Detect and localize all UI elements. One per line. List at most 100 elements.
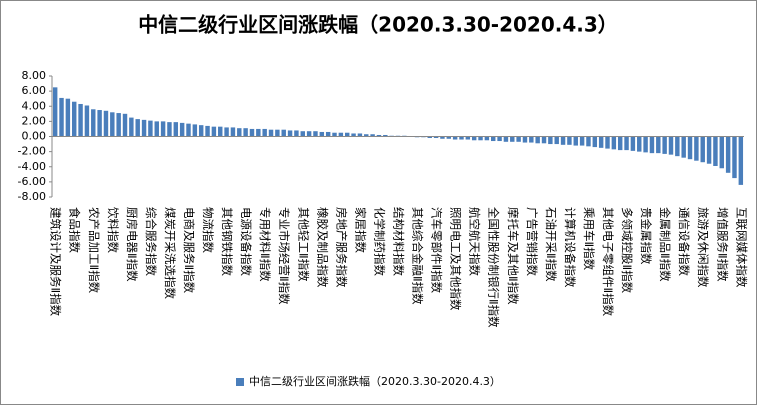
x-tick-label: 石油开采Ⅱ指数 [544, 207, 558, 282]
x-tick-label: 汽车零部件Ⅱ指数 [430, 207, 444, 294]
bar [579, 136, 585, 146]
x-tick-label: 计算机设备指数 [563, 207, 577, 288]
bar [465, 136, 471, 140]
bar [338, 132, 344, 137]
bar [700, 136, 705, 163]
x-tick-label: 旅游及休闲指数 [696, 207, 710, 288]
bar [573, 136, 578, 146]
chart-title: 中信二级行业区间涨跌幅（2020.3.30-2020.4.3） [138, 13, 618, 37]
x-tick-label: 增值服务Ⅱ指数 [715, 207, 729, 282]
bar [122, 113, 128, 137]
bar [548, 136, 553, 145]
x-tick-label: 综合服务指数 [144, 207, 158, 276]
bar [567, 136, 572, 145]
bar [325, 131, 331, 137]
bar [287, 130, 293, 137]
bar [675, 136, 680, 157]
bar [78, 103, 83, 137]
x-tick-label: 电商及服务Ⅱ指数 [182, 207, 196, 294]
x-tick-label: 化学制药指数 [372, 207, 386, 276]
bar [706, 136, 712, 164]
y-tick-label: -4.00 [18, 160, 46, 173]
bar [478, 136, 483, 141]
y-tick-label: 2.00 [22, 114, 47, 127]
bar [510, 136, 515, 142]
bar [662, 136, 667, 154]
bar [224, 127, 229, 137]
x-tick-label: 摩托车及其他Ⅱ指数 [506, 207, 520, 305]
bar [446, 136, 452, 139]
bar [554, 136, 559, 145]
y-tick-label: 4.00 [22, 99, 47, 112]
x-tick-label: 其他钢铁指数 [220, 207, 234, 276]
bar [376, 134, 382, 137]
bar [592, 136, 598, 148]
bar [186, 123, 191, 137]
x-tick-label: 乘用车Ⅱ指数 [582, 207, 596, 271]
x-tick-label: 结构材料指数 [392, 207, 406, 276]
bar [598, 136, 604, 148]
bar [611, 136, 617, 150]
bar [268, 129, 274, 137]
bar [668, 136, 674, 155]
bar [281, 129, 286, 137]
bar [383, 134, 388, 137]
bar [535, 136, 540, 144]
y-tick-label: 6.00 [22, 84, 47, 97]
bar [59, 97, 64, 137]
x-tick-label: 饮料指数 [106, 207, 120, 253]
bar [484, 136, 490, 141]
bar [351, 133, 356, 137]
bar [491, 136, 496, 142]
bar [681, 136, 686, 158]
bar [129, 117, 134, 137]
x-tick-label: 其他电子零组件Ⅱ指数 [601, 207, 615, 317]
bar [332, 132, 337, 137]
x-tick-label: 贵金属指数 [639, 207, 653, 265]
x-tick-label: 房地产服务指数 [334, 207, 348, 288]
bar [237, 128, 242, 137]
bar [687, 136, 693, 160]
x-tick-label: 电源设备指数 [239, 207, 253, 276]
bar [65, 98, 71, 137]
bar [97, 110, 102, 137]
bar [617, 136, 623, 151]
bar [516, 136, 521, 142]
bar [205, 125, 210, 137]
x-tick-label: 全国性股份制银行Ⅱ指数 [487, 207, 501, 328]
bar [643, 136, 648, 153]
bar [110, 112, 115, 137]
bar [357, 133, 363, 137]
bar [522, 136, 528, 143]
y-tick-label: 0.00 [22, 130, 47, 143]
bar [256, 128, 261, 137]
y-tick-label: -2.00 [18, 145, 46, 158]
bar [630, 136, 636, 151]
x-tick-label: 食品指数 [68, 207, 82, 253]
bar [198, 125, 204, 137]
bar [306, 131, 312, 137]
bar [560, 136, 566, 145]
bar [243, 128, 248, 137]
bar [719, 136, 725, 169]
x-tick-label: 农产品加工Ⅱ指数 [87, 207, 101, 294]
bar [694, 136, 699, 161]
bar [649, 136, 655, 154]
x-tick-label: 其他轻工Ⅱ指数 [296, 207, 310, 282]
x-tick-label: 建筑设计及服务Ⅱ指数 [49, 207, 63, 317]
bar [459, 136, 464, 140]
bar [103, 110, 109, 137]
bar [300, 131, 305, 137]
bar [148, 120, 153, 137]
x-tick-label: 照明电工及其他指数 [449, 207, 463, 311]
bar [471, 136, 477, 141]
bar [586, 136, 591, 147]
x-tick-label: 专业市场经营Ⅱ指数 [277, 207, 291, 305]
bar [319, 131, 325, 137]
x-tick-label: 通信设备指数 [677, 207, 691, 276]
legend-swatch [236, 378, 244, 386]
bar [262, 128, 267, 137]
x-tick-label: 家居指数 [353, 207, 367, 253]
y-tick-label: -8.00 [18, 190, 46, 203]
